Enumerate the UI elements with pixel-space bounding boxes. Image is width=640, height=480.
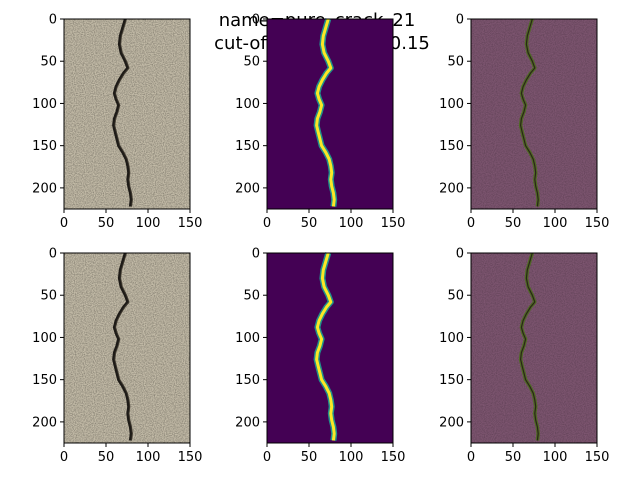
heatmap-band-high <box>315 252 336 441</box>
axes-frame <box>63 252 191 444</box>
x-tick-label: 50 <box>98 450 115 465</box>
x-tick-label: 100 <box>339 450 364 465</box>
x-tick-label: 150 <box>381 450 406 465</box>
axes-frame <box>470 252 598 444</box>
y-tick-label: 200 <box>439 181 464 196</box>
y-tick-label: 0 <box>456 13 464 28</box>
y-tick-label: 150 <box>439 373 464 388</box>
panel-viridis-heatmap: 0 50 100 150 0 50 100 150 200 <box>235 247 405 466</box>
x-tick-label: 150 <box>178 216 203 231</box>
y-tick-label: 150 <box>439 139 464 154</box>
y-tick-label: 50 <box>447 55 464 70</box>
y-tick-label: 50 <box>447 289 464 304</box>
crack-edge <box>114 252 133 441</box>
axes-frame <box>266 18 394 210</box>
y-tick-label: 150 <box>32 139 57 154</box>
y-tick-label: 50 <box>243 289 260 304</box>
crack-line <box>520 252 539 441</box>
x-tick-label: 100 <box>339 216 364 231</box>
panel-original-photo: 0 50 100 150 0 50 100 150 200 <box>32 13 202 232</box>
x-tick-label: 150 <box>585 216 610 231</box>
panel-grid: 0 50 100 150 0 50 100 150 200 0 50 100 150 0 50 100 150 2… <box>32 13 609 466</box>
x-tick-label: 0 <box>263 450 271 465</box>
y-tick-label: 0 <box>49 13 57 28</box>
y-tick-label: 200 <box>235 415 260 430</box>
y-tick-label: 100 <box>439 97 464 112</box>
x-tick-label: 100 <box>136 216 161 231</box>
x-tick-label: 150 <box>585 450 610 465</box>
y-tick-label: 200 <box>439 415 464 430</box>
y-tick-label: 50 <box>40 55 57 70</box>
x-tick-label: 150 <box>178 450 203 465</box>
x-tick-label: 50 <box>505 450 522 465</box>
x-tick-label: 50 <box>505 216 522 231</box>
y-tick-label: 0 <box>252 13 260 28</box>
x-tick-label: 0 <box>467 216 475 231</box>
x-tick-label: 0 <box>60 216 68 231</box>
y-tick-label: 100 <box>32 331 57 346</box>
y-tick-label: 100 <box>32 97 57 112</box>
y-tick-label: 100 <box>235 97 260 112</box>
x-tick-label: 100 <box>543 450 568 465</box>
y-tick-label: 50 <box>40 289 57 304</box>
y-tick-label: 150 <box>32 373 57 388</box>
y-tick-label: 100 <box>439 331 464 346</box>
y-tick-label: 200 <box>32 415 57 430</box>
x-tick-label: 50 <box>98 216 115 231</box>
panel-original-photo: 0 50 100 150 0 50 100 150 200 <box>32 247 202 466</box>
x-tick-label: 0 <box>467 450 475 465</box>
crack-line <box>112 18 133 207</box>
x-tick-label: 50 <box>301 450 318 465</box>
x-tick-label: 50 <box>301 216 318 231</box>
axes-frame <box>470 18 598 210</box>
y-tick-label: 0 <box>252 247 260 262</box>
heatmap-band-high <box>315 18 336 207</box>
x-tick-label: 0 <box>263 216 271 231</box>
crack-line <box>520 18 539 207</box>
axes-frame <box>63 18 191 210</box>
panel-overlay: 0 50 100 150 0 50 100 150 200 <box>439 13 609 232</box>
y-tick-label: 200 <box>235 181 260 196</box>
x-tick-label: 100 <box>543 216 568 231</box>
x-tick-label: 100 <box>136 450 161 465</box>
y-tick-label: 150 <box>235 373 260 388</box>
y-tick-label: 100 <box>235 331 260 346</box>
x-tick-label: 0 <box>60 450 68 465</box>
axes-frame <box>266 252 394 444</box>
panel-viridis-heatmap: 0 50 100 150 0 50 100 150 200 <box>235 13 405 232</box>
panel-overlay: 0 50 100 150 0 50 100 150 200 <box>439 247 609 466</box>
x-tick-label: 150 <box>381 216 406 231</box>
crack-line <box>112 252 133 441</box>
y-tick-label: 50 <box>243 55 260 70</box>
y-tick-label: 150 <box>235 139 260 154</box>
crack-edge <box>114 18 133 207</box>
y-tick-label: 200 <box>32 181 57 196</box>
y-tick-label: 0 <box>49 247 57 262</box>
y-tick-label: 0 <box>456 247 464 262</box>
